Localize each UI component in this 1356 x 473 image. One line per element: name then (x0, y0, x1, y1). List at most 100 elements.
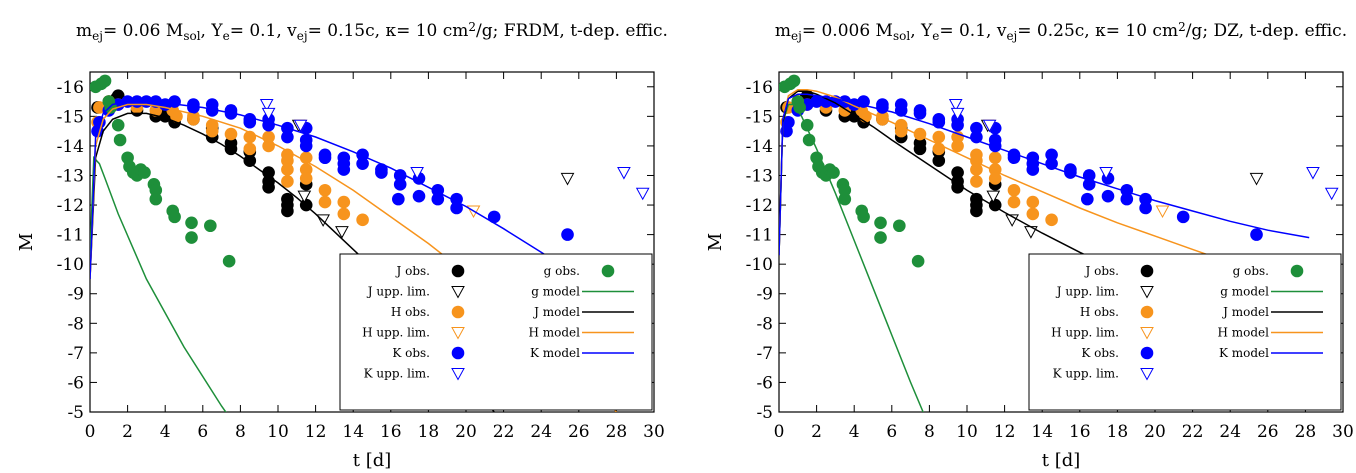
k-obs-point (1120, 192, 1134, 206)
g-obs-point (787, 74, 801, 88)
x-tick-label: 10 (956, 422, 978, 442)
legend-label: g obs. (1233, 264, 1269, 278)
y-axis-label: M (705, 233, 726, 251)
x-tick-label: 4 (160, 422, 171, 442)
k-upper-limit-point (982, 119, 997, 133)
chart-right: mej= 0.006 Msol, Ye= 0.1, vej= 0.25c, κ=… (705, 20, 1354, 471)
h-obs-point (318, 195, 332, 209)
g-model-line (90, 155, 227, 412)
legend-dot-symbol (1140, 264, 1154, 278)
g-obs-point (149, 192, 163, 206)
k-obs-point (392, 192, 405, 206)
h-obs-point (988, 151, 1002, 165)
x-axis-label: t [d] (1042, 450, 1081, 471)
legend-label: J model (1221, 305, 1269, 319)
x-tick-label: 26 (568, 422, 590, 442)
h-obs-point (281, 175, 294, 188)
g-obs-point (204, 219, 217, 233)
chart-title: mej= 0.006 Msol, Ye= 0.1, vej= 0.25c, κ=… (775, 20, 1347, 43)
y-tick-label: -13 (746, 166, 773, 186)
y-tick-label: -11 (57, 226, 84, 246)
k-obs-point (970, 130, 983, 144)
h-obs-point (932, 130, 946, 144)
legend-label: J upp. lim. (366, 285, 430, 299)
k-obs-point (431, 192, 445, 206)
k-obs-point (1176, 210, 1190, 224)
x-tick-label: 24 (1219, 422, 1241, 442)
j-obs-point (913, 142, 927, 156)
y-tick-label: -11 (746, 226, 773, 246)
x-tick-label: 12 (305, 422, 327, 442)
x-tick-label: 18 (418, 422, 440, 442)
x-tick-label: 16 (380, 422, 402, 442)
k-obs-point (393, 169, 407, 182)
legend-label: J model (532, 305, 580, 319)
h-obs-point (281, 163, 294, 176)
k-obs-point (1045, 157, 1058, 170)
y-tick-label: -8 (67, 314, 84, 334)
x-tick-label: 28 (606, 422, 628, 442)
legend-dot-symbol (601, 264, 615, 278)
x-tick-label: 24 (530, 422, 552, 442)
k-obs-point (988, 139, 1002, 153)
legend-dot-symbol (1140, 305, 1154, 319)
h-obs-point (951, 139, 964, 153)
legend-triangle-symbol (451, 327, 465, 340)
y-tick-label: -9 (67, 285, 84, 305)
k-upper-limit-point (1099, 167, 1113, 180)
h-obs-point (337, 195, 351, 209)
legend-dot-symbol (451, 305, 465, 319)
g-obs-point (838, 192, 852, 206)
y-tick-label: -7 (756, 344, 773, 364)
legend-label: H obs. (1080, 305, 1119, 319)
k-obs-point (450, 201, 463, 215)
H-model-line (779, 88, 1306, 288)
k-obs-point (299, 139, 313, 153)
y-tick-label: -6 (67, 373, 84, 393)
h-obs-point (337, 207, 351, 221)
legend-label: K obs. (392, 346, 430, 360)
k-upper-limit-point (1324, 187, 1339, 201)
x-tick-label: 8 (235, 422, 246, 442)
legend-label: H model (528, 326, 580, 340)
legend-label: H upp. lim. (1051, 326, 1119, 340)
x-tick-label: 30 (643, 422, 665, 442)
h-obs-point (299, 151, 313, 165)
k-upper-limit-point (293, 119, 308, 133)
x-tick-label: 0 (85, 422, 96, 442)
k-obs-point (487, 210, 501, 224)
k-obs-point (412, 189, 426, 203)
j-upper-limit-point (986, 190, 1001, 204)
k-obs-point (1101, 189, 1115, 203)
j-obs-point (951, 181, 964, 194)
y-tick-label: -12 (57, 196, 84, 216)
g-obs-point (185, 231, 198, 244)
legend-dot-symbol (1290, 264, 1304, 278)
h-obs-point (1045, 213, 1058, 227)
g-model-line (779, 103, 924, 412)
x-tick-label: 18 (1107, 422, 1129, 442)
y-tick-label: -5 (67, 403, 84, 423)
x-tick-label: 16 (1069, 422, 1091, 442)
k-obs-point (876, 98, 889, 111)
h-obs-point (205, 118, 219, 132)
g-obs-point (838, 183, 852, 197)
k-obs-point (1250, 228, 1263, 241)
g-obs-point (911, 254, 925, 268)
y-tick-label: -9 (756, 285, 773, 305)
x-tick-label: 20 (1144, 422, 1166, 442)
g-obs-point (874, 231, 887, 244)
legend-label: J upp. lim. (1055, 285, 1119, 299)
k-obs-point (450, 192, 463, 206)
g-obs-point (874, 216, 887, 230)
g-obs-point (149, 183, 163, 197)
g-obs-point (827, 166, 840, 179)
y-tick-label: -13 (57, 166, 84, 186)
g-obs-point (98, 74, 112, 88)
h-obs-point (1007, 183, 1021, 197)
k-upper-limit-point (259, 99, 274, 112)
legend-label: K upp. lim. (1053, 367, 1119, 381)
legend-label: g model (1220, 285, 1269, 299)
x-tick-label: 20 (455, 422, 477, 442)
k-obs-point (337, 163, 351, 176)
